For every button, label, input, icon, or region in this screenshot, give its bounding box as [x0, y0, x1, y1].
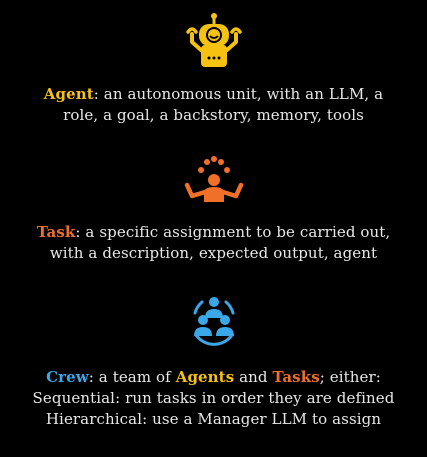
crew-line-1-end: ; either: [319, 368, 381, 386]
crew-tasks-word: Tasks [272, 368, 320, 386]
crew-term: Crew [46, 368, 89, 386]
crew-description: Crew: a team of Agents and Tasks; either… [0, 367, 427, 430]
task-line-1: Task: a specific assignment to be carrie… [0, 222, 427, 243]
agent-description: Agent: an autonomous unit, with an LLM, … [0, 84, 427, 126]
team-icon [193, 297, 234, 346]
crew-line-1: Crew: a team of Agents and Tasks; either… [0, 367, 427, 388]
task-icon-wrap [0, 155, 427, 207]
agent-icon-wrap [0, 12, 427, 72]
crew-icon-wrap [0, 293, 427, 349]
task-description: Task: a specific assignment to be carrie… [0, 222, 427, 264]
task-line-2: with a description, expected output, age… [49, 244, 378, 262]
crew-line-1-mid1: : a team of [88, 368, 176, 386]
robot-icon [185, 13, 242, 67]
crew-line-2: Sequential: run tasks in order they are … [32, 389, 395, 407]
juggler-icon [184, 156, 243, 202]
crew-agents-word: Agents [175, 368, 235, 386]
agent-line-1: Agent: an autonomous unit, with an LLM, … [0, 84, 427, 105]
agent-term: Agent [43, 85, 94, 103]
crew-line-1-mid2: and [234, 368, 273, 386]
task-term: Task [36, 223, 76, 241]
crew-line-3: Hierarchical: use a Manager LLM to assig… [45, 410, 382, 428]
task-line-1-rest: : a specific assignment to be carried ou… [75, 223, 391, 241]
agent-line-2: role, a goal, a backstory, memory, tools [63, 106, 364, 124]
agent-line-1-rest: : an autonomous unit, with an LLM, a [93, 85, 384, 103]
